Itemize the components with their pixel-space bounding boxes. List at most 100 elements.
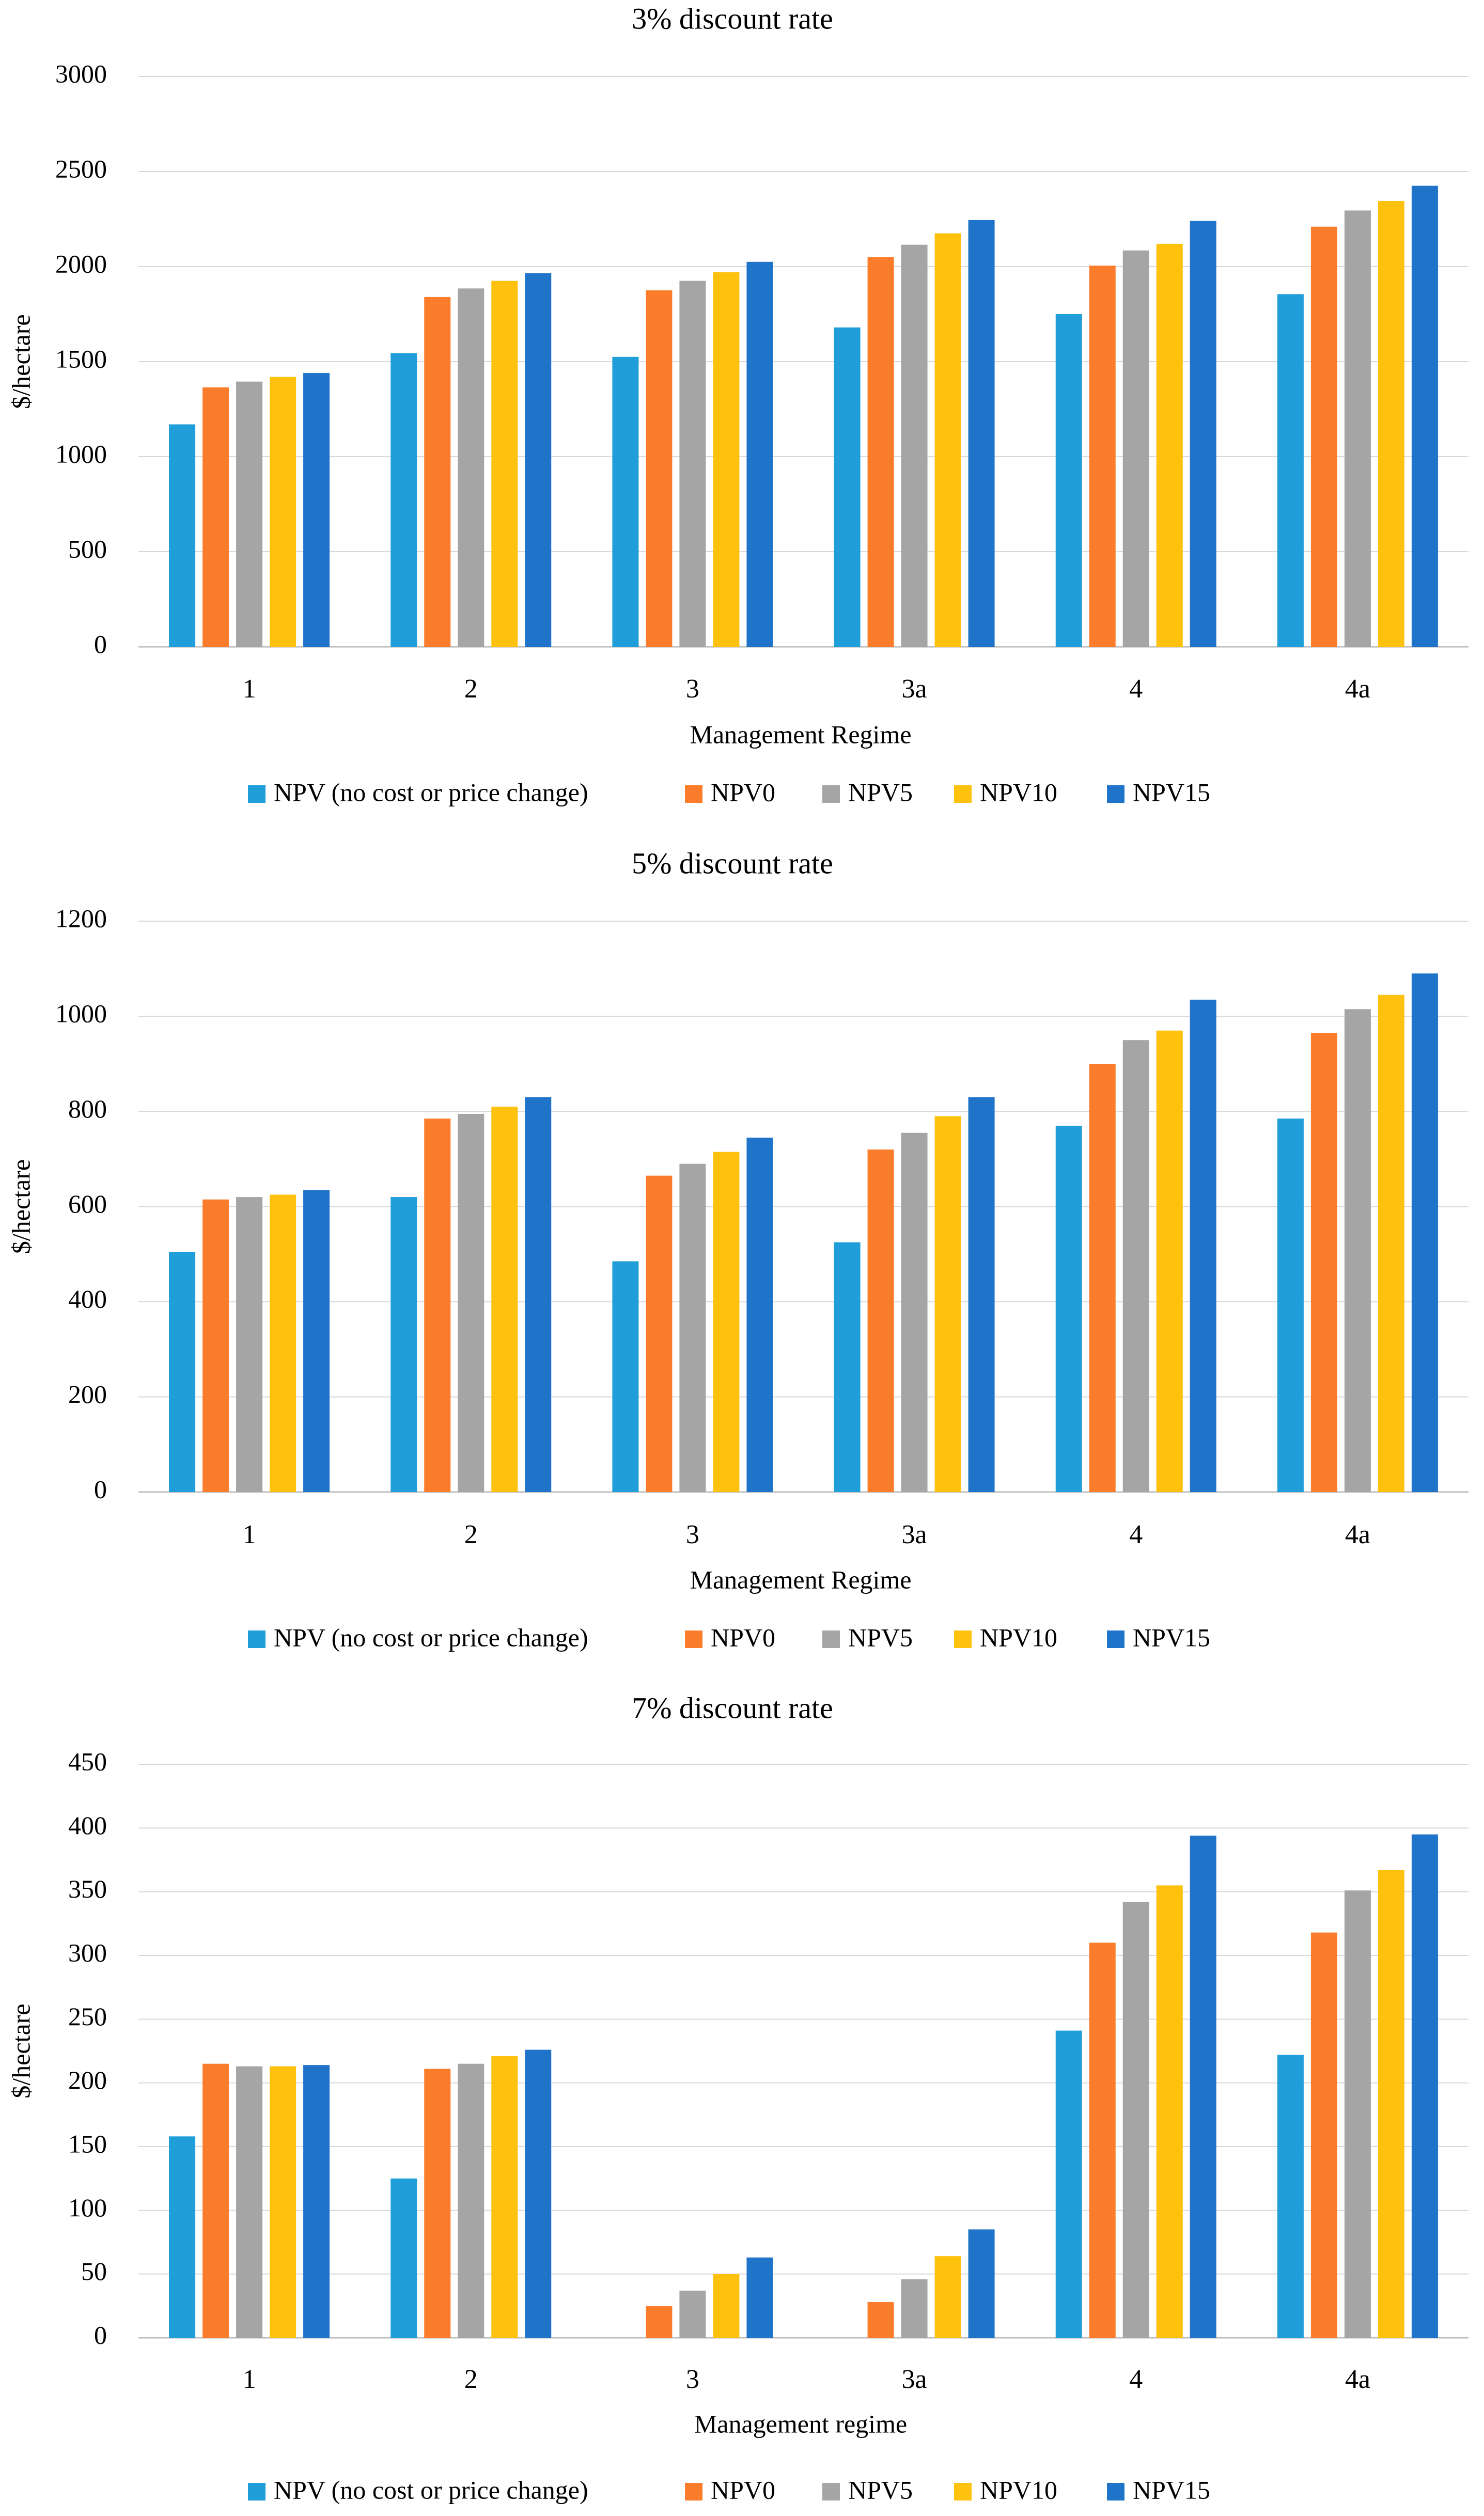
y-tick-label: 450 [68,1747,107,1776]
x-tick-label: 1 [243,1520,256,1549]
bar [1310,226,1337,647]
bar [270,2066,296,2338]
bar [169,424,196,647]
x-tick-label: 2 [464,674,478,704]
y-tick-label: 300 [68,1938,107,1967]
bar [746,2257,773,2338]
legend-swatch [685,785,702,803]
legend-label: NPV10 [980,1623,1057,1652]
x-tick-label: 4 [1129,2365,1143,2394]
bar [1190,221,1216,647]
bar [1277,1119,1304,1492]
bar [458,2063,485,2338]
y-tick-label: 200 [68,1379,107,1408]
x-tick-label: 3a [902,2365,927,2394]
x-tick-label: 4a [1345,2365,1370,2394]
bar [390,353,417,647]
bar [934,1116,961,1492]
bar [390,1197,417,1492]
x-axis-label: Management Regime [690,720,911,749]
legend-swatch [954,785,972,803]
bar [390,2178,417,2338]
bar [679,281,706,647]
legend: NPV (no cost or price change) NPV0 NPV5 NPV… [248,1623,1210,1652]
y-tick-label: 350 [68,1874,107,1903]
bar [1378,995,1404,1492]
bar [968,1097,995,1492]
bar [1055,314,1082,647]
y-tick-label: 0 [94,629,107,658]
bar [646,2306,673,2338]
x-tick-label: 1 [243,2365,256,2394]
bar [424,1119,451,1492]
bar [1089,1943,1116,2338]
bar [1411,973,1438,1492]
bar [934,2256,961,2338]
bar [491,281,518,647]
legend-swatch [1107,2483,1124,2501]
x-tick-label: 4 [1129,674,1143,704]
y-tick-label: 400 [68,1284,107,1313]
legend-swatch [954,1630,972,1648]
bar [679,2290,706,2338]
y-tick-label: 500 [68,534,107,563]
y-tick-label: 400 [68,1811,107,1840]
x-tick-label: 2 [464,1520,478,1549]
x-tick-label: 4a [1345,1520,1370,1549]
bar [1089,266,1116,647]
x-tick-label: 3a [902,674,927,704]
y-tick-label: 50 [81,2257,107,2286]
bar [746,1137,773,1492]
chart-panel-1: 3% discount rate 0 500 1000 1500 2000 2500 3000… [6,2,1469,806]
chart-panel-3: 7% discount rate 0 50 100 150 200 250 300 350 400… [6,1691,1469,2504]
x-axis-label: Management Regime [690,1565,911,1594]
bar [1344,1009,1371,1492]
bar [1156,243,1183,647]
x-tick-label: 3 [686,674,699,704]
bar [1277,2055,1304,2338]
bar [270,1194,296,1492]
bar [834,327,861,647]
x-tick-label: 3a [902,1520,927,1549]
y-tick-label: 0 [94,2320,107,2349]
bar [713,272,740,647]
x-tick-label: 3 [686,1520,699,1549]
legend-swatch [248,2483,265,2501]
y-tick-label: 150 [68,2129,107,2158]
bar [1378,201,1404,647]
bar [1277,294,1304,647]
bar [679,1163,706,1492]
legend-label: NPV0 [711,2475,775,2504]
bar [424,297,451,647]
x-tick-label: 3 [686,2365,699,2394]
bar [525,2049,552,2338]
legend-swatch [685,1630,702,1648]
bar [1310,1033,1337,1492]
bar [424,2069,451,2338]
bar [169,1251,196,1492]
legend-label: NPV0 [711,778,775,806]
y-tick-label: 0 [94,1474,107,1503]
bar [303,1190,330,1492]
y-tick-label: 2500 [55,154,107,183]
bar [612,1261,639,1492]
legend-label: NPV (no cost or price change) [274,2475,588,2504]
legend-swatch [685,2483,702,2501]
legend-swatch [248,1630,265,1648]
legend-swatch [822,2483,840,2501]
chart-panel-2: 5% discount rate 0 200 400 600 800 1000 1200 $/h… [6,846,1469,1652]
bar [646,1175,673,1492]
bar [458,288,485,647]
y-tick-label: 1500 [55,344,107,373]
x-tick-label: 2 [464,2365,478,2394]
y-tick-label: 600 [68,1189,107,1218]
bar [525,1097,552,1492]
legend-label: NPV15 [1133,1623,1210,1652]
bar [746,261,773,647]
x-tick-label: 1 [243,674,256,704]
bar [1344,1890,1371,2338]
legend-label: NPV0 [711,1623,775,1652]
bar [1055,1125,1082,1492]
y-axis-label: $/hectare [6,1159,35,1254]
bar [1122,250,1149,647]
